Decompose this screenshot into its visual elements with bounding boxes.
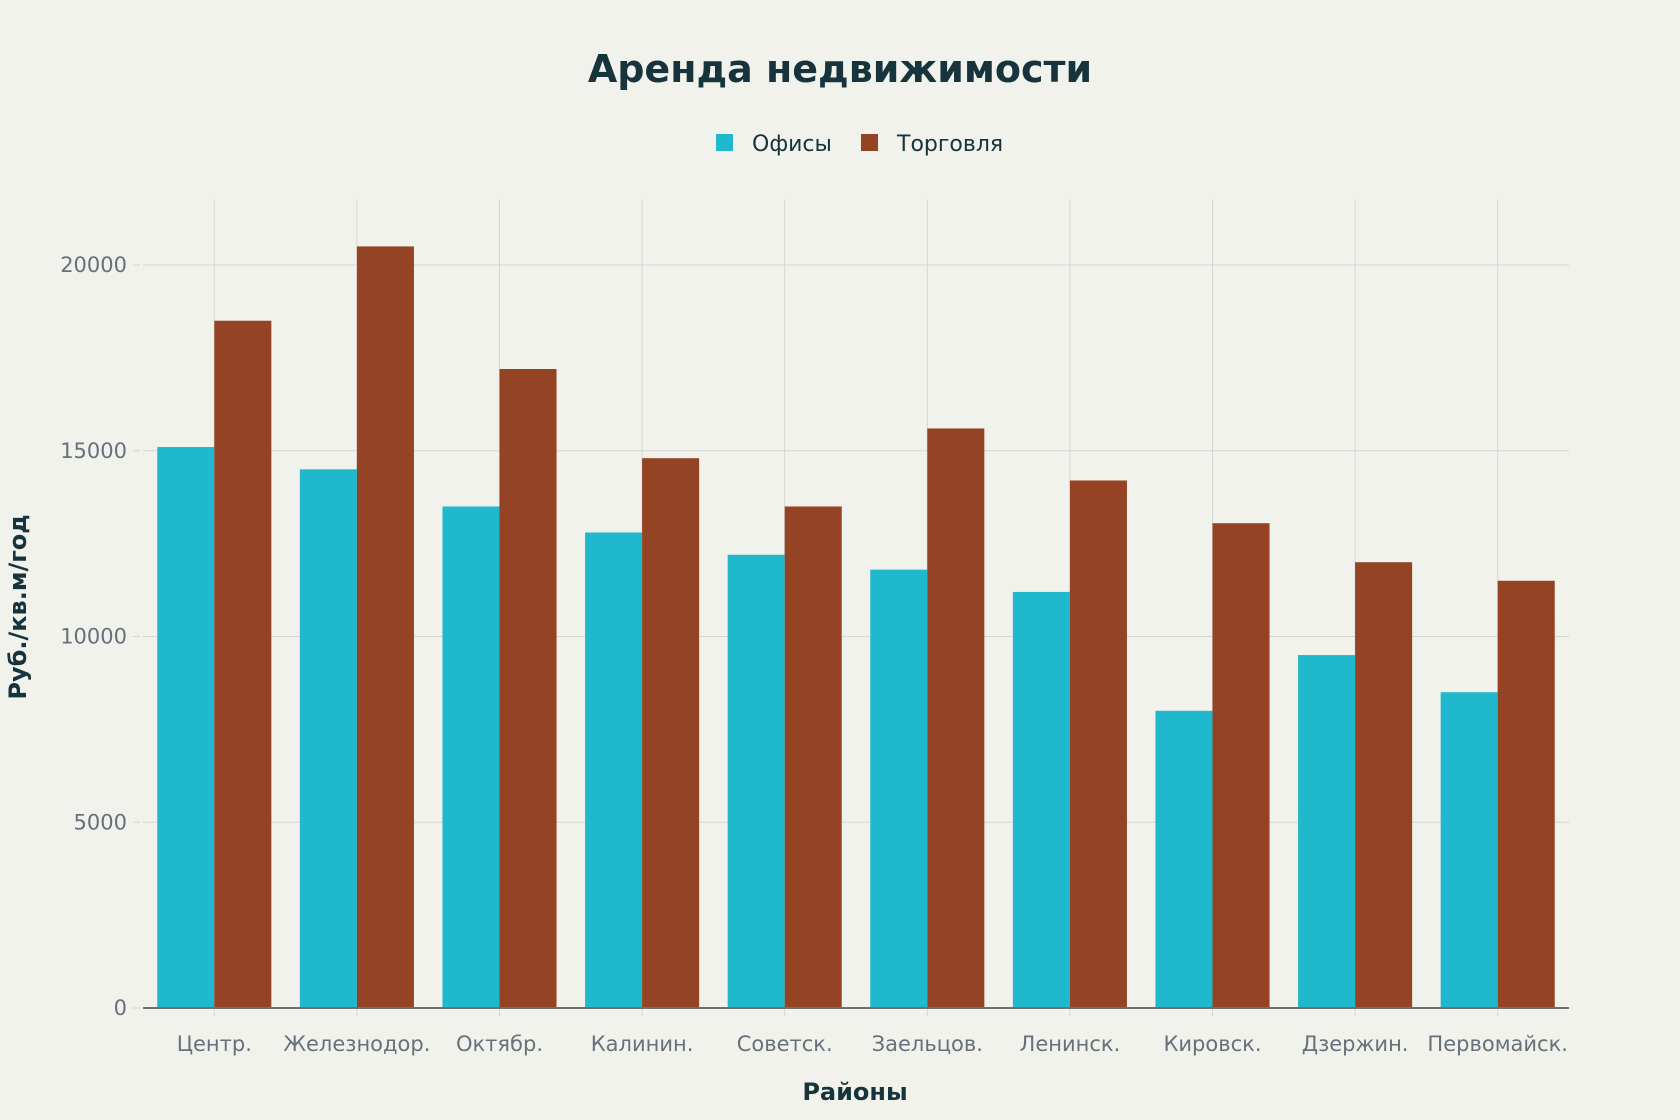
x-tick-label: Заельцов. <box>872 1032 983 1056</box>
x-tick-label: Железнодор. <box>283 1032 430 1056</box>
y-tick-label: 10000 <box>60 625 127 649</box>
legend-label: Торговля <box>896 132 1003 157</box>
bar-retail <box>642 458 700 1008</box>
x-tick-label: Центр. <box>177 1032 252 1056</box>
bar-offices <box>1440 692 1498 1008</box>
x-tick-label: Кировск. <box>1163 1032 1261 1056</box>
bar-offices <box>442 506 500 1008</box>
bar-retail <box>1355 562 1413 1008</box>
legend-label: Офисы <box>752 132 832 157</box>
y-tick-label: 0 <box>114 996 127 1020</box>
bar-retail <box>356 246 414 1009</box>
x-tick-label: Дзержин. <box>1302 1032 1409 1056</box>
x-tick-label: Калинин. <box>591 1032 694 1056</box>
bar-retail <box>499 369 557 1008</box>
bar-retail <box>1497 580 1555 1008</box>
bar-offices <box>1155 710 1213 1008</box>
axes: 0 5000 10000 15000 20000 Центр. Железнодор. Окт… <box>60 253 1569 1056</box>
bar-retail <box>784 506 842 1008</box>
bar-offices <box>1298 655 1356 1008</box>
x-tick-label: Ленинск. <box>1020 1032 1121 1056</box>
bar-offices <box>585 532 643 1008</box>
bar-retail <box>1069 480 1127 1009</box>
bar-offices <box>299 469 357 1008</box>
bar-retail <box>927 428 985 1009</box>
bar-offices <box>727 554 785 1008</box>
chart-title: Аренда недвижимости <box>588 47 1092 91</box>
legend-swatch-retail <box>861 134 878 151</box>
bars <box>157 246 1555 1009</box>
x-tick-label: Первомайск. <box>1427 1032 1568 1056</box>
y-axis-title: Руб./кв.м/год <box>4 514 32 699</box>
legend-swatch-offices <box>716 134 733 151</box>
bar-offices <box>870 569 928 1008</box>
y-tick-label: 15000 <box>60 439 127 463</box>
bar-offices <box>1012 591 1070 1008</box>
legend: Офисы Торговля <box>716 132 1003 157</box>
y-tick-label: 20000 <box>60 253 127 277</box>
x-tick-label: Советск. <box>737 1032 833 1056</box>
x-tick-label: Октябр. <box>456 1032 543 1056</box>
x-axis-title: Районы <box>802 1078 907 1106</box>
bar-retail <box>1212 523 1270 1008</box>
bar-retail <box>214 320 272 1009</box>
bar-offices <box>157 447 215 1008</box>
y-tick-label: 5000 <box>74 810 127 834</box>
